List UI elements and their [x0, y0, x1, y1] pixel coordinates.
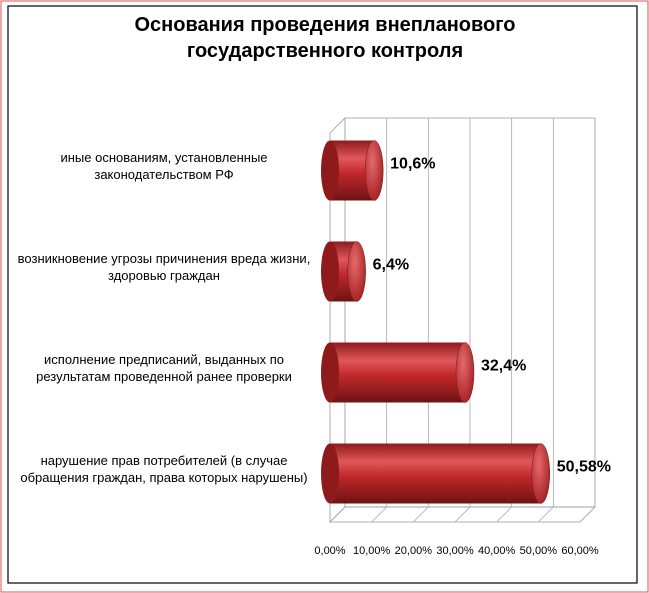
x-tick-label: 20,00% — [395, 545, 433, 557]
grid-line — [371, 118, 388, 523]
grid-line — [496, 118, 513, 523]
y-tick-label: нарушение прав потребителей (в случае об… — [20, 452, 308, 485]
x-tick-label: 0,00% — [314, 545, 345, 557]
y-tick-label: исполнение предписаний, выданных по резу… — [36, 351, 292, 384]
bar-start-cap — [321, 342, 339, 403]
chart-border — [7, 5, 638, 584]
grid-line — [413, 118, 429, 523]
value-label: 6,4% — [373, 257, 409, 274]
grid-line — [579, 118, 596, 523]
bar — [321, 443, 550, 504]
x-tick-label: 30,00% — [436, 545, 474, 557]
bar-body — [330, 443, 541, 504]
chart-title: Основания проведения внепланового госуда… — [134, 14, 516, 62]
bar-body — [330, 342, 465, 403]
bar-end-cap — [364, 140, 384, 201]
grid-line — [538, 118, 554, 523]
value-label: 32,4% — [481, 358, 526, 375]
value-label: 10,6% — [390, 156, 435, 173]
bar-end-cap — [455, 342, 475, 403]
x-tick-label: 60,00% — [561, 545, 599, 557]
bar-start-cap — [321, 140, 339, 201]
y-tick-label: иные основаниям, установленные законодат… — [60, 149, 268, 182]
bar-end-cap — [347, 241, 366, 302]
bar — [321, 140, 384, 201]
x-tick-label: 10,00% — [353, 545, 391, 557]
bar — [321, 342, 475, 403]
bar-start-cap — [321, 241, 339, 302]
x-tick-label: 40,00% — [478, 545, 516, 557]
value-label: 50,58% — [557, 459, 611, 476]
y-tick-label: возникновение угрозы причинения вреда жи… — [17, 250, 311, 283]
x-tick-label: 50,00% — [520, 545, 558, 557]
bar — [321, 241, 366, 302]
bar-start-cap — [321, 443, 339, 504]
grid-line — [454, 118, 471, 523]
bar-end-cap — [531, 443, 550, 504]
